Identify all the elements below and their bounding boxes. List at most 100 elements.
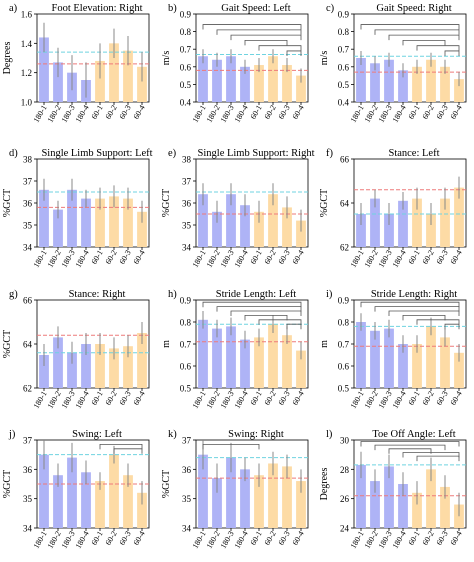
y-tick-label: 0.7 (338, 340, 350, 350)
bar-180-1 (198, 194, 208, 247)
bar-180-4 (240, 339, 250, 388)
significance-bracket (388, 34, 460, 41)
x-tick-label: 60-1 (90, 530, 105, 547)
x-tick-label: 60-2 (421, 249, 436, 266)
bar-180-3 (226, 326, 236, 388)
bar-180-1 (356, 58, 366, 102)
x-tick-label: 180-4 (391, 530, 408, 551)
significance-bracket (244, 40, 288, 46)
bar-60-3 (123, 198, 133, 247)
bar-60-2 (109, 348, 119, 388)
y-tick-label: 0.4 (180, 98, 192, 108)
significance-bracket (374, 29, 460, 35)
plot-frame (353, 439, 467, 529)
y-axis-label: Degrees (2, 42, 13, 75)
x-tick-label: 60-3 (435, 249, 450, 266)
x-tick-label: 60-1 (249, 530, 264, 547)
plot-frame (195, 439, 309, 529)
bar-180-4 (240, 205, 250, 247)
panel-j: 34353637180-1180-2180-3180-460-160-260-3… (2, 429, 150, 550)
panel-title: Swing: Right (228, 429, 284, 440)
y-tick-label: 1.4 (21, 39, 33, 49)
y-tick-label: 34 (23, 524, 33, 534)
bar-180-4 (81, 472, 91, 528)
x-tick-label: 60-4 (132, 530, 147, 547)
significance-bracket (258, 319, 302, 325)
y-tick-label: 35 (182, 494, 192, 504)
panel-letter: h) (168, 289, 177, 300)
significance-bracket (374, 444, 446, 451)
y-tick-label: 37 (23, 177, 33, 187)
significance-bracket (113, 448, 143, 454)
bar-60-2 (268, 56, 278, 102)
x-tick-label: 60-3 (277, 530, 292, 547)
y-tick-label: 62 (340, 243, 349, 253)
y-tick-label: 37 (182, 436, 192, 446)
bar-60-1 (95, 344, 105, 388)
x-tick-label: 60-1 (407, 390, 422, 407)
x-tick-label: 60-1 (90, 249, 105, 266)
panel-letter: f) (326, 148, 333, 159)
y-tick-label: 0.9 (180, 10, 192, 20)
significance-bracket (202, 24, 302, 30)
bar-180-2 (370, 481, 380, 528)
y-tick-label: 0.5 (180, 384, 192, 394)
significance-bracket (402, 40, 446, 46)
y-tick-label: 64 (340, 199, 350, 209)
bar-180-3 (226, 457, 236, 528)
bar-60-1 (95, 60, 105, 102)
significance-bracket (244, 315, 288, 321)
plot-frame (353, 13, 467, 103)
x-tick-label: 60-1 (249, 104, 264, 121)
bar-180-3 (67, 352, 77, 388)
y-tick-label: 0.6 (180, 362, 192, 372)
bar-180-2 (370, 330, 380, 388)
bar-60-2 (109, 43, 119, 102)
bar-180-4 (398, 344, 408, 388)
y-tick-label: 1.0 (21, 98, 33, 108)
y-axis-label: %GCT (2, 470, 13, 498)
x-tick-label: 60-4 (449, 249, 464, 266)
bar-60-3 (123, 346, 133, 388)
x-tick-label: 180-4 (391, 249, 408, 270)
bar-180-1 (198, 56, 208, 102)
bar-60-2 (426, 469, 436, 528)
bar-180-1 (356, 464, 366, 528)
y-tick-label: 66 (340, 155, 350, 165)
significance-bracket (388, 448, 432, 454)
panel-d: 3435363738180-1180-2180-3180-460-160-260… (2, 148, 153, 269)
x-tick-label: 60-4 (449, 104, 464, 121)
significance-bracket (416, 319, 460, 325)
panel-c: 0.40.50.60.70.80.9180-1180-2180-3180-460… (319, 3, 467, 124)
bar-180-3 (384, 466, 394, 528)
bar-60-1 (254, 65, 264, 102)
bar-60-3 (440, 337, 450, 388)
panel-letter: a) (9, 3, 18, 14)
bar-180-1 (39, 37, 49, 102)
bar-60-3 (123, 475, 133, 528)
y-tick-label: 34 (182, 243, 192, 253)
significance-bracket (360, 441, 460, 447)
bar-60-2 (109, 196, 119, 247)
panel-title: Stride Length: Left (216, 289, 297, 300)
bar-180-2 (212, 478, 222, 528)
bar-60-4 (296, 481, 306, 528)
bar-180-1 (198, 319, 208, 388)
y-axis-label: %GCT (2, 189, 13, 217)
plot-frame (36, 13, 150, 103)
bar-60-3 (282, 207, 292, 247)
y-tick-label: 36 (182, 465, 192, 475)
bar-60-3 (440, 66, 450, 102)
bar-60-2 (109, 454, 119, 528)
panel-letter: j) (8, 429, 16, 440)
panel-f: 626466180-1180-2180-3180-460-160-260-360… (319, 148, 467, 270)
y-tick-label: 1.6 (21, 10, 33, 20)
bar-60-4 (137, 66, 147, 102)
bar-180-1 (356, 214, 366, 247)
y-axis-label: %GCT (2, 330, 13, 358)
bar-60-4 (454, 187, 464, 247)
y-tick-label: 0.5 (338, 384, 350, 394)
bar-180-3 (67, 189, 77, 247)
significance-bracket (286, 50, 302, 56)
x-tick-label: 180-4 (74, 104, 91, 125)
